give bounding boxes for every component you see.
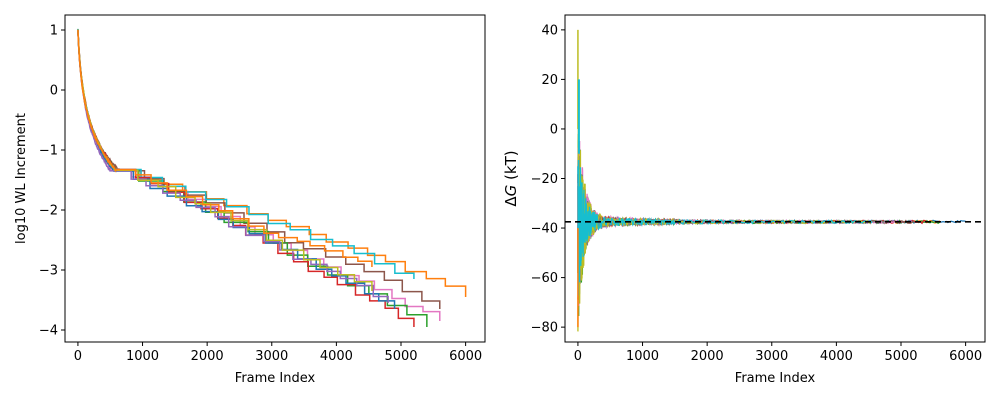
left-x-tick-label: 2000: [191, 349, 224, 364]
left-y-tick-label: −3: [39, 264, 58, 279]
right-x-axis-label: Frame Index: [735, 371, 816, 386]
right-y-axis-label-suffix: (kT): [502, 150, 520, 184]
delta-g-series-line: [577, 156, 889, 300]
left-y-tick-label: −4: [39, 324, 58, 339]
right-y-tick-label: 0: [550, 122, 558, 137]
left-x-tick-label: 0: [74, 349, 82, 364]
left-x-ticks: 0 1000 2000 3000 4000 5000 6000: [74, 342, 482, 364]
wl-series-line: [77, 29, 467, 297]
right-y-tick-label: −60: [531, 271, 558, 286]
left-x-tick-label: 3000: [255, 349, 288, 364]
right-x-tick-label: 5000: [884, 349, 917, 364]
delta-g-plot-area: [565, 29, 985, 332]
right-x-ticks: 0 1000 2000 3000 4000 5000 6000: [574, 342, 982, 364]
right-y-tick-label: −40: [531, 222, 558, 237]
left-x-tick-label: 6000: [449, 349, 482, 364]
left-x-tick-label: 1000: [126, 349, 159, 364]
right-y-axis-label-prefix: Δ: [502, 196, 520, 207]
wl-series-line: [77, 29, 373, 267]
right-x-tick-label: 0: [574, 349, 582, 364]
left-x-tick-label: 5000: [384, 349, 417, 364]
left-y-ticks: −4 −3 −2 −1 0 1: [39, 24, 65, 339]
right-y-tick-label: −20: [531, 172, 558, 187]
delta-g-series-line: [577, 177, 941, 300]
left-y-tick-label: −2: [39, 204, 58, 219]
left-y-tick-label: −1: [39, 144, 58, 159]
wl-series-line: [77, 28, 415, 279]
wl-series-line: [77, 30, 441, 321]
wl-series-line: [77, 29, 389, 303]
left-y-tick-label: 1: [50, 24, 58, 39]
delta-g-series-line: [577, 157, 915, 294]
left-axes-frame: [64, 14, 486, 343]
right-y-axis-label-var: G: [502, 185, 520, 197]
right-x-tick-label: 1000: [626, 349, 659, 364]
right-y-tick-label: −80: [531, 321, 558, 336]
delta-g-panel: 0 1000 2000 3000 4000 5000 6000 −80 −60 −40 −20 0 2…: [502, 14, 986, 386]
delta-g-series-line: [577, 159, 873, 296]
delta-g-series-line: [577, 175, 966, 256]
right-x-tick-label: 6000: [949, 349, 982, 364]
wl-increment-panel: 0 1000 2000 3000 4000 5000 6000 −4 −3 −2 −1 0 1 Fra…: [14, 14, 486, 386]
left-x-axis-label: Frame Index: [235, 371, 316, 386]
right-x-tick-label: 4000: [820, 349, 853, 364]
left-y-axis-label: log10 WL Increment: [14, 113, 29, 244]
wl-increment-plot-area: [77, 28, 467, 327]
right-x-tick-label: 2000: [691, 349, 724, 364]
right-y-tick-label: 40: [541, 23, 558, 38]
wl-series-line: [77, 29, 373, 291]
left-x-tick-label: 4000: [320, 349, 353, 364]
left-y-tick-label: 0: [50, 84, 58, 99]
right-y-ticks: −80 −60 −40 −20 0 20 40: [531, 23, 565, 336]
delta-g-series-line: [577, 133, 941, 316]
right-y-tick-label: 20: [541, 73, 558, 88]
right-x-tick-label: 3000: [755, 349, 788, 364]
right-y-axis-label: ΔG (kT): [502, 150, 520, 206]
right-axes-frame: [564, 14, 986, 343]
